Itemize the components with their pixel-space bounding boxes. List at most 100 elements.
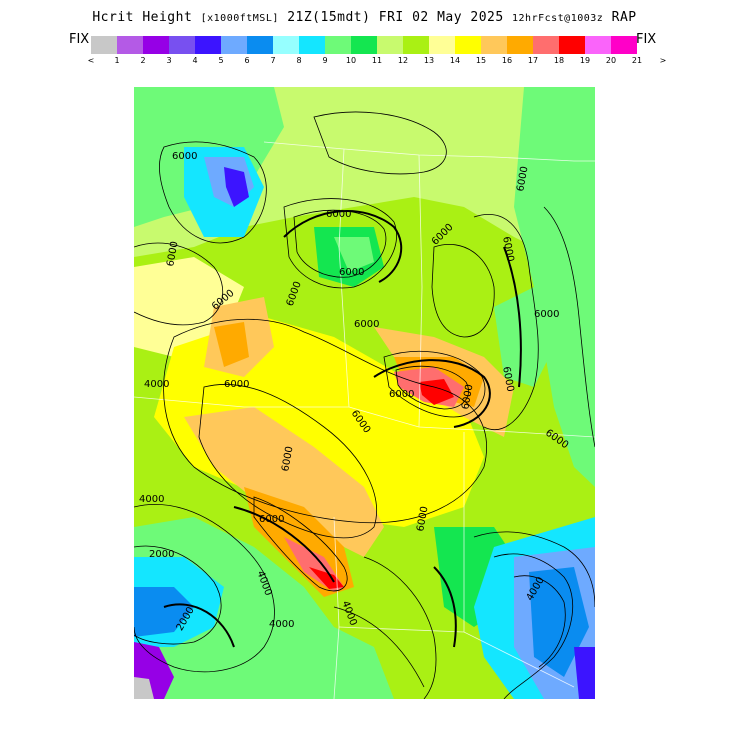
color-scale-tick-label: 19 — [579, 56, 591, 65]
contour-line — [395, 365, 469, 410]
color-scale-tick-label: 9 — [322, 56, 328, 65]
state-boundary — [134, 396, 349, 408]
fix-right-button[interactable]: FIX — [636, 32, 657, 47]
color-scale-tick-label: 20 — [605, 56, 617, 65]
color-scale-tick-label: 13 — [423, 56, 435, 65]
color-scale-tick-label: 16 — [501, 56, 513, 65]
contour-line — [473, 531, 595, 608]
color-scale-tick-label: 6 — [244, 56, 250, 65]
title-time: 21Z(15mdt) FRI 02 May 2025 — [287, 10, 504, 25]
color-scale-tick-label: 8 — [296, 56, 302, 65]
color-swatch — [429, 36, 455, 54]
contour-line — [513, 575, 566, 668]
color-swatch — [143, 36, 169, 54]
color-scale-tick-label: 14 — [449, 56, 461, 65]
map-title: Hcrit Height [x1000ftMSL] 21Z(15mdt) FRI… — [0, 10, 729, 25]
color-swatch — [299, 36, 325, 54]
contour-line — [473, 214, 539, 430]
map-region — [214, 322, 249, 367]
contour-label: 6000 — [165, 240, 180, 267]
bold-contour-line — [233, 506, 335, 583]
color-swatch — [247, 36, 273, 54]
title-units: [x1000ftMSL] — [200, 13, 279, 24]
contour-label: 4000 — [139, 494, 164, 505]
contour-line — [134, 545, 222, 645]
critical-height-map: 6000 6000 6000 6000 6000 6000 6000 6000 … — [134, 87, 595, 699]
contour-label: 2000 — [149, 549, 174, 560]
color-swatch — [91, 36, 117, 54]
color-scale-tick-label: 5 — [218, 56, 224, 65]
contour-label: 6000 — [224, 379, 249, 390]
bold-contour-line — [373, 359, 491, 428]
map-region — [529, 567, 589, 677]
map-region — [134, 587, 194, 637]
contour-line — [493, 553, 574, 699]
color-swatch — [507, 36, 533, 54]
contour-label: 4000 — [269, 619, 294, 630]
color-scale-tick-label: 17 — [527, 56, 539, 65]
color-scale-tick-label: > — [659, 56, 667, 65]
map-region — [574, 647, 595, 699]
contour-line — [363, 556, 437, 699]
color-scale-tick-label: 11 — [371, 56, 383, 65]
color-swatch — [377, 36, 403, 54]
state-boundary — [263, 141, 595, 162]
contour-line — [163, 318, 487, 524]
contour-line — [543, 206, 595, 448]
contour-label: 6000 — [280, 445, 295, 472]
color-swatch — [403, 36, 429, 54]
map-region — [134, 677, 154, 699]
contour-line — [159, 141, 267, 244]
contour-line — [198, 384, 377, 539]
color-scale-tick-label: 4 — [192, 56, 198, 65]
contour-label: 6000 — [500, 366, 515, 393]
contour-label: 6000 — [500, 236, 515, 263]
contour-label: 6000 — [534, 309, 559, 320]
color-scale-tick-label: < — [87, 56, 95, 65]
map-region — [134, 517, 394, 699]
fix-left-button[interactable]: FIX — [69, 32, 90, 47]
contour-line — [333, 606, 425, 688]
contour-line — [313, 111, 447, 175]
bold-contour-line — [433, 566, 457, 648]
color-swatch — [455, 36, 481, 54]
color-swatch — [169, 36, 195, 54]
color-scale-tick-label: 2 — [140, 56, 146, 65]
contour-label: 6000 — [339, 267, 364, 278]
contour-line — [253, 496, 348, 592]
state-boundary — [348, 406, 595, 438]
contour-label: 6000 — [389, 389, 414, 400]
color-swatch — [325, 36, 351, 54]
contour-line — [134, 242, 223, 326]
contour-line — [383, 350, 486, 418]
state-boundary — [338, 148, 350, 408]
contour-label: 6000 — [354, 319, 379, 330]
color-scale-tick-label: 1 — [114, 56, 120, 65]
color-scale-tick-label: 15 — [475, 56, 487, 65]
contour-label: 6000 — [415, 505, 430, 532]
map-region — [514, 87, 595, 487]
color-swatch — [481, 36, 507, 54]
color-swatch — [273, 36, 299, 54]
bold-contour-line — [283, 210, 403, 283]
color-swatch — [611, 36, 637, 54]
color-scale-tick-label: 12 — [397, 56, 409, 65]
contour-label: 6000 — [172, 151, 197, 162]
contour-lines — [134, 111, 595, 699]
color-scale-tick-label: 3 — [166, 56, 172, 65]
map-region — [334, 237, 374, 272]
color-scale-bar — [91, 36, 637, 54]
state-boundaries — [134, 141, 595, 699]
color-swatch — [585, 36, 611, 54]
color-scale-ticks: <1 2 3 4 5 6 7 8 9 10 11 12 13 14 15 16 17 18 19 20 21 > — [87, 56, 667, 66]
bold-contour-lines — [163, 210, 522, 648]
color-scale-tick-label: 18 — [553, 56, 565, 65]
contour-label: 6000 — [259, 514, 284, 525]
contour-label: 6000 — [515, 165, 530, 192]
map-region — [224, 167, 249, 207]
color-scale-tick-label: 7 — [270, 56, 276, 65]
map-region — [494, 287, 554, 387]
contour-label: 6000 — [460, 383, 475, 410]
contour-line — [431, 244, 495, 338]
bold-contour-line — [163, 603, 235, 648]
